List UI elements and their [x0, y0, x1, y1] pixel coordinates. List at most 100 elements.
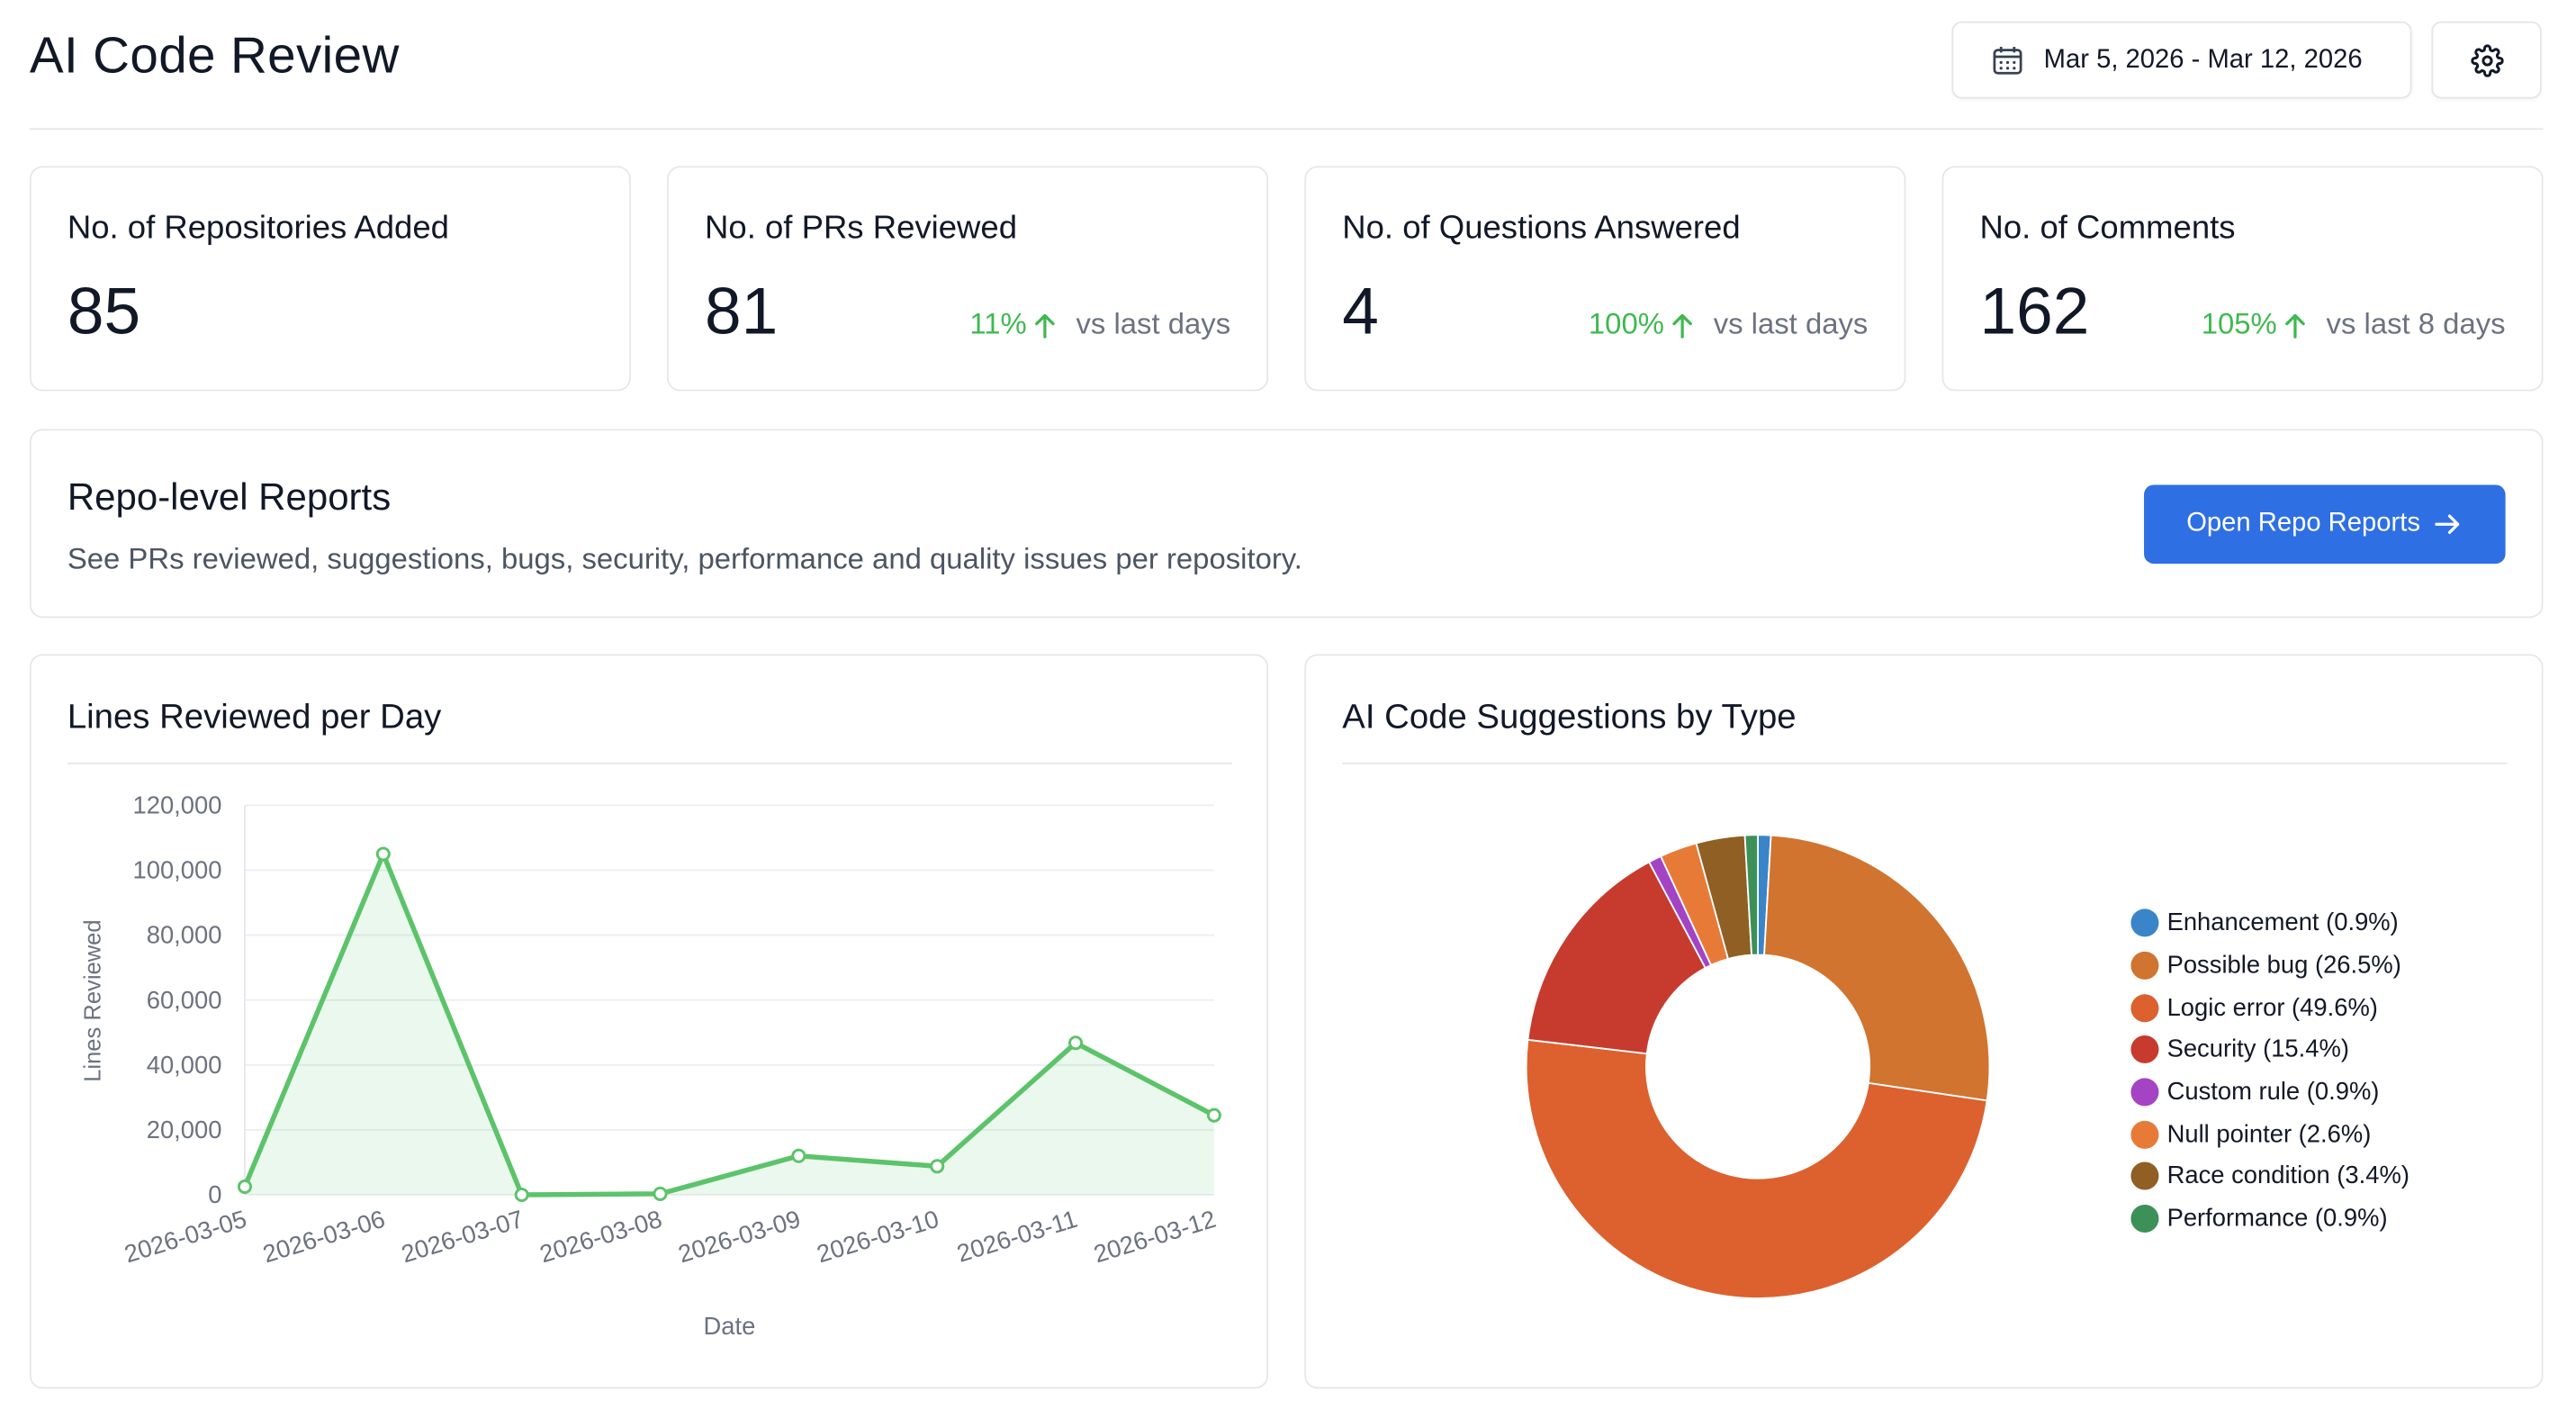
- slice-security[interactable]: [1527, 861, 1707, 1055]
- panel-divider: [1342, 762, 2508, 764]
- change-percent: 11%: [969, 307, 1027, 340]
- legend-swatch: [2130, 909, 2159, 938]
- settings-button[interactable]: [2431, 21, 2542, 99]
- data-point[interactable]: [791, 1148, 806, 1163]
- y-tick-label: 20,000: [147, 1116, 222, 1143]
- x-axis-label: Date: [704, 1312, 756, 1340]
- legend-label: Null pointer (2.6%): [2166, 1120, 2372, 1149]
- legend-label: Logic error (49.6%): [2166, 993, 2378, 1022]
- y-tick-label: 120,000: [133, 791, 222, 819]
- stat-change: 105% vs last 8 days: [2202, 307, 2506, 341]
- suggestions-donut-chart: [1525, 834, 1991, 1299]
- x-tick-label: 2026-03-05: [121, 1205, 249, 1269]
- x-tick-label: 2026-03-11: [953, 1205, 1080, 1268]
- legend-label: Enhancement (0.9%): [2166, 909, 2399, 938]
- panel-divider: [67, 762, 1232, 764]
- y-tick-label: 100,000: [133, 856, 222, 884]
- open-repo-reports-label: Open Repo Reports: [2186, 509, 2420, 538]
- slice-logic-error[interactable]: [1525, 1038, 1988, 1299]
- data-point[interactable]: [1068, 1035, 1084, 1051]
- repo-reports-title: Repo-level Reports: [67, 475, 392, 518]
- change-compare-label: vs last days: [1076, 307, 1231, 340]
- series-line: [242, 851, 1216, 1198]
- legend-item[interactable]: Possible bug (26.5%): [2130, 944, 2409, 987]
- x-tick-label: 2026-03-08: [536, 1205, 665, 1269]
- lines-reviewed-chart: 020,00040,00060,00080,000100,000120,000 …: [80, 791, 1221, 1340]
- x-tick-label: 2026-03-10: [814, 1205, 942, 1269]
- legend-label: Performance (0.9%): [2166, 1205, 2388, 1234]
- legend-swatch: [2130, 1120, 2159, 1149]
- legend-swatch: [2130, 1035, 2159, 1064]
- data-point[interactable]: [514, 1187, 529, 1203]
- change-percent: 100%: [1588, 307, 1664, 340]
- x-tick-label: 2026-03-12: [1090, 1205, 1219, 1269]
- data-point[interactable]: [653, 1186, 668, 1201]
- stat-value: 81: [705, 276, 779, 348]
- arrow-up-icon: [1035, 312, 1055, 338]
- stat-change: 100% vs last days: [1589, 307, 1868, 341]
- chart-title: AI Code Suggestions by Type: [1342, 698, 1797, 737]
- chart-legend: Enhancement (0.9%) Possible bug (26.5%) Lo…: [2130, 902, 2409, 1240]
- area-fill: [244, 854, 1214, 1195]
- stat-label: No. of Comments: [1979, 210, 2236, 247]
- lines-reviewed-panel: Lines Reviewed per Day 0 20,000 40,000 60,0…: [29, 654, 1269, 1389]
- legend-swatch: [2130, 1078, 2159, 1107]
- legend-label: Race condition (3.4%): [2166, 1162, 2409, 1191]
- change-compare-label: vs last 8 days: [2326, 307, 2506, 340]
- legend-swatch: [2130, 951, 2159, 980]
- open-repo-reports-button[interactable]: Open Repo Reports: [2144, 484, 2506, 565]
- slice-possible-bug[interactable]: [1763, 834, 1991, 1102]
- stat-change: 11% vs last days: [969, 307, 1230, 341]
- legend-item[interactable]: Null pointer (2.6%): [2130, 1114, 2409, 1156]
- stat-card-repositories: No. of Repositories Added 85: [29, 166, 631, 392]
- stat-value: 85: [67, 276, 141, 348]
- date-range-picker[interactable]: Mar 5, 2026 - Mar 12, 2026: [1951, 21, 2412, 99]
- page-title: AI Code Review: [29, 26, 400, 85]
- x-tick-label: 2026-03-07: [398, 1205, 527, 1269]
- legend-item[interactable]: Race condition (3.4%): [2130, 1155, 2409, 1198]
- arrow-up-icon: [1672, 312, 1692, 338]
- legend-swatch: [2130, 1162, 2159, 1191]
- repo-reports-card: Repo-level Reports See PRs reviewed, sug…: [29, 429, 2544, 619]
- legend-label: Possible bug (26.5%): [2166, 951, 2401, 980]
- stat-value: 4: [1342, 276, 1379, 348]
- data-point[interactable]: [375, 846, 391, 862]
- change-compare-label: vs last days: [1713, 307, 1869, 340]
- arrow-right-icon: [2435, 514, 2460, 535]
- y-tick-label: 80,000: [147, 921, 222, 949]
- repo-reports-description: See PRs reviewed, suggestions, bugs, sec…: [67, 542, 1302, 575]
- stat-card-questions-answered: No. of Questions Answered 4 100% vs last…: [1304, 166, 1906, 392]
- legend-label: Security (15.4%): [2166, 1035, 2349, 1064]
- legend-item[interactable]: Custom rule (0.9%): [2130, 1071, 2409, 1114]
- data-point[interactable]: [930, 1159, 945, 1174]
- stat-value: 162: [1979, 276, 2090, 348]
- legend-swatch: [2130, 1205, 2159, 1234]
- y-tick-label: 60,000: [147, 986, 222, 1014]
- y-tick-label: 40,000: [147, 1051, 222, 1079]
- legend-swatch: [2130, 993, 2159, 1022]
- calendar-icon: [1993, 46, 2022, 74]
- legend-item[interactable]: Security (15.4%): [2130, 1029, 2409, 1071]
- y-axis-label: Lines Reviewed: [80, 919, 105, 1081]
- arrow-up-icon: [2285, 312, 2305, 338]
- slice-performance[interactable]: [1743, 834, 1759, 956]
- suggestions-by-type-panel: AI Code Suggestions by Type Enhancement …: [1304, 654, 2544, 1389]
- stat-card-prs-reviewed: No. of PRs Reviewed 81 11% vs last days: [667, 166, 1269, 392]
- legend-item[interactable]: Enhancement (0.9%): [2130, 902, 2409, 944]
- legend-item[interactable]: Logic error (49.6%): [2130, 987, 2409, 1029]
- data-point[interactable]: [1206, 1107, 1221, 1123]
- header-divider: [29, 128, 2544, 131]
- date-range-label: Mar 5, 2026 - Mar 12, 2026: [2043, 45, 2363, 74]
- data-point[interactable]: [237, 1179, 253, 1195]
- chart-title: Lines Reviewed per Day: [67, 698, 442, 737]
- legend-label: Custom rule (0.9%): [2166, 1078, 2380, 1107]
- stat-label: No. of Repositories Added: [67, 210, 449, 247]
- gear-icon: [2470, 43, 2503, 77]
- stat-label: No. of PRs Reviewed: [705, 210, 1018, 247]
- y-tick-label: 0: [208, 1180, 221, 1208]
- stat-card-comments: No. of Comments 162 105% vs last 8 days: [1941, 166, 2544, 392]
- x-tick-label: 2026-03-06: [259, 1205, 388, 1269]
- stat-label: No. of Questions Answered: [1342, 210, 1741, 247]
- change-percent: 105%: [2201, 307, 2277, 340]
- legend-item[interactable]: Performance (0.9%): [2130, 1198, 2409, 1240]
